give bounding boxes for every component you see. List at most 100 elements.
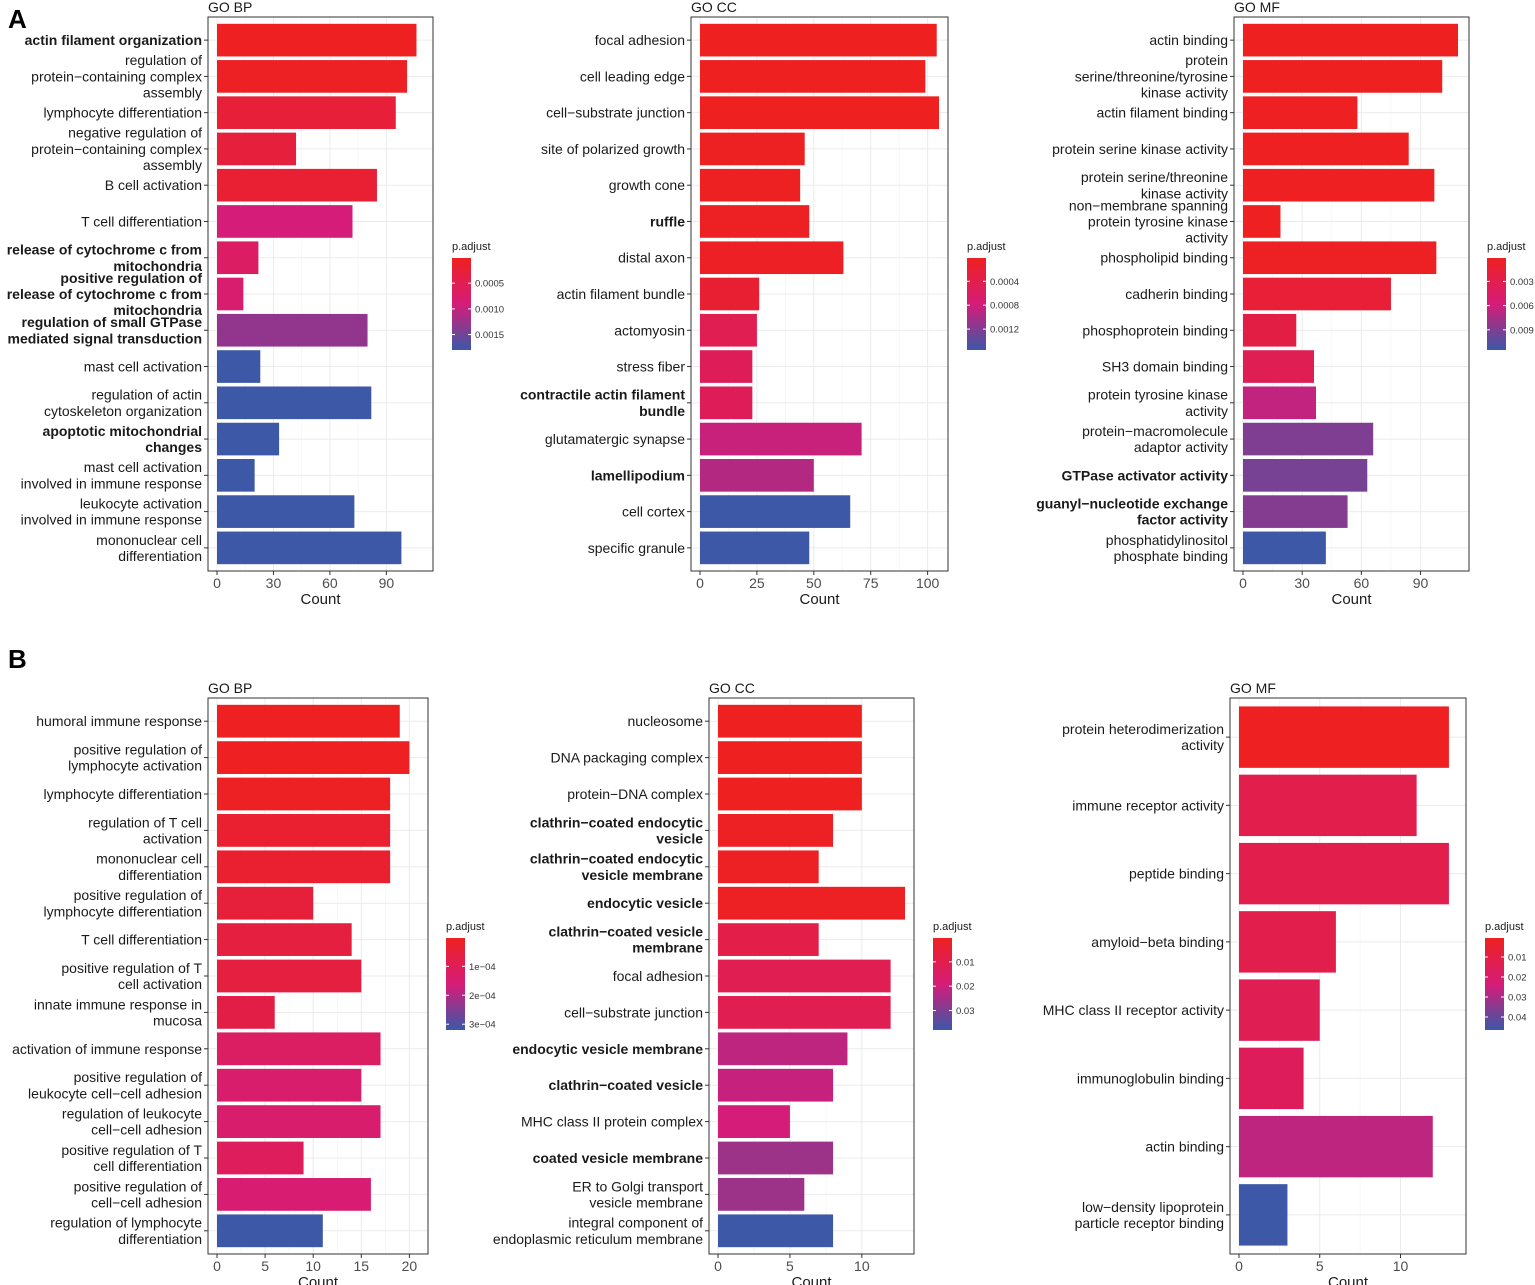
category-label: lymphocyte differentiation: [44, 105, 203, 121]
category-label: endocytic vesicle: [587, 895, 703, 911]
category-label: guanyl−nucleotide exchange: [1036, 496, 1228, 512]
category-label: low−density lipoprotein: [1082, 1199, 1224, 1215]
category-label: vesicle: [656, 831, 703, 847]
category-label: MHC class II receptor activity: [1043, 1002, 1224, 1018]
legend-colorbar: [933, 938, 952, 1030]
bar: [1243, 350, 1315, 383]
category-label: mast cell activation: [84, 459, 202, 475]
legend-tick-label: 0.0004: [990, 277, 1019, 288]
panel-title: GO BP: [208, 680, 252, 696]
bar: [1239, 842, 1449, 905]
bar: [217, 1141, 304, 1175]
category-label: regulation of leukocyte: [62, 1106, 202, 1122]
legend-title: p.adjust: [933, 921, 972, 933]
x-tick-label: 5: [261, 1258, 269, 1274]
bar: [1243, 422, 1374, 456]
category-label: activity: [1181, 737, 1224, 753]
category-label: cell activation: [118, 976, 202, 992]
x-tick-label: 90: [1413, 575, 1429, 591]
category-label: differentiation: [118, 1231, 202, 1247]
bar: [700, 531, 810, 565]
category-label: regulation of actin: [91, 387, 202, 403]
x-tick-label: 15: [353, 1258, 369, 1274]
category-label: cadherin binding: [1125, 286, 1228, 302]
p-adjust-legend: p.adjust 0.0004 0.0008 0.0012: [967, 241, 1019, 350]
category-label: negative regulation of: [68, 125, 202, 141]
bar: [700, 205, 810, 238]
x-tick-label: 0: [213, 1258, 221, 1274]
category-label: actomyosin: [614, 322, 685, 338]
bar: [1243, 459, 1368, 492]
bar: [700, 132, 805, 166]
category-label: bundle: [639, 403, 685, 419]
category-label: actin binding: [1145, 1139, 1224, 1155]
category-label: endocytic vesicle membrane: [512, 1041, 703, 1057]
bar: [217, 168, 377, 202]
x-axis-title: Count: [791, 1274, 832, 1285]
category-label: activity: [1185, 403, 1228, 419]
category-label: changes: [145, 439, 202, 455]
category-label: mitochondria: [113, 302, 202, 318]
category-label: innate immune response in: [34, 996, 202, 1012]
x-axis-title: Count: [1331, 591, 1372, 608]
x-tick-label: 100: [916, 575, 940, 591]
legend-tick-label: 0.02: [956, 982, 975, 993]
x-tick-label: 0: [1239, 575, 1247, 591]
legend-tick-label: 3e−04: [469, 1020, 496, 1031]
bar: [217, 777, 391, 811]
category-label: protein heterodimerization: [1062, 721, 1224, 737]
category-label: activation: [143, 831, 202, 847]
bar: [217, 531, 402, 565]
x-tick-label: 5: [786, 1258, 794, 1274]
category-label: assembly: [143, 157, 202, 173]
x-tick-label: 60: [322, 575, 338, 591]
category-label: regulation of lymphocyte: [50, 1215, 202, 1231]
bar: [217, 1068, 362, 1102]
bar: [1243, 241, 1437, 275]
bar: [217, 741, 410, 774]
chart-a-go-mf: actin binding proteinserine/threonine/tyr…: [1036, 0, 1534, 608]
legend-tick-label: 1e−04: [469, 962, 496, 973]
bar: [217, 23, 417, 57]
category-label: vesicle membrane: [582, 867, 704, 883]
category-label: phosphate binding: [1114, 548, 1228, 564]
category-label: focal adhesion: [613, 968, 703, 984]
category-label: mononuclear cell: [96, 851, 202, 867]
bar: [1243, 495, 1348, 528]
bar: [217, 704, 400, 738]
panel-title: GO MF: [1230, 680, 1276, 696]
bar: [718, 1068, 834, 1102]
legend-tick-label: 0.0005: [475, 279, 504, 290]
x-axis-title: Count: [300, 591, 341, 608]
category-label: lamellipodium: [591, 467, 685, 483]
category-label: involved in immune response: [21, 512, 203, 528]
bar: [217, 350, 261, 383]
legend-tick-label: 0.03: [956, 1006, 975, 1017]
panel-title: GO BP: [208, 0, 252, 15]
bar: [700, 422, 862, 456]
category-label: ruffle: [650, 213, 685, 229]
category-label: positive regulation of: [74, 887, 203, 903]
category-label: endoplasmic reticulum membrane: [493, 1231, 703, 1247]
legend-colorbar: [452, 258, 471, 350]
bar: [217, 1105, 381, 1138]
category-label: protein−containing complex: [31, 68, 202, 84]
legend-tick-label: 0.03: [1508, 993, 1527, 1004]
bar: [217, 959, 362, 993]
category-label: phosphoprotein binding: [1082, 322, 1228, 338]
category-label: regulation of T cell: [88, 814, 202, 830]
bar: [1243, 168, 1435, 202]
bar: [718, 814, 834, 847]
category-label: actin filament bundle: [557, 286, 686, 302]
category-label: protein tyrosine kinase: [1088, 387, 1228, 403]
category-label: mononuclear cell: [96, 532, 202, 548]
category-label: positive regulation of T: [61, 1142, 202, 1158]
panel-title: GO CC: [691, 0, 737, 15]
category-label: membrane: [632, 940, 703, 956]
bar: [217, 277, 244, 311]
category-label: regulation of small GTPase: [22, 314, 203, 330]
bar: [1243, 60, 1443, 93]
category-label: immune receptor activity: [1072, 797, 1224, 813]
